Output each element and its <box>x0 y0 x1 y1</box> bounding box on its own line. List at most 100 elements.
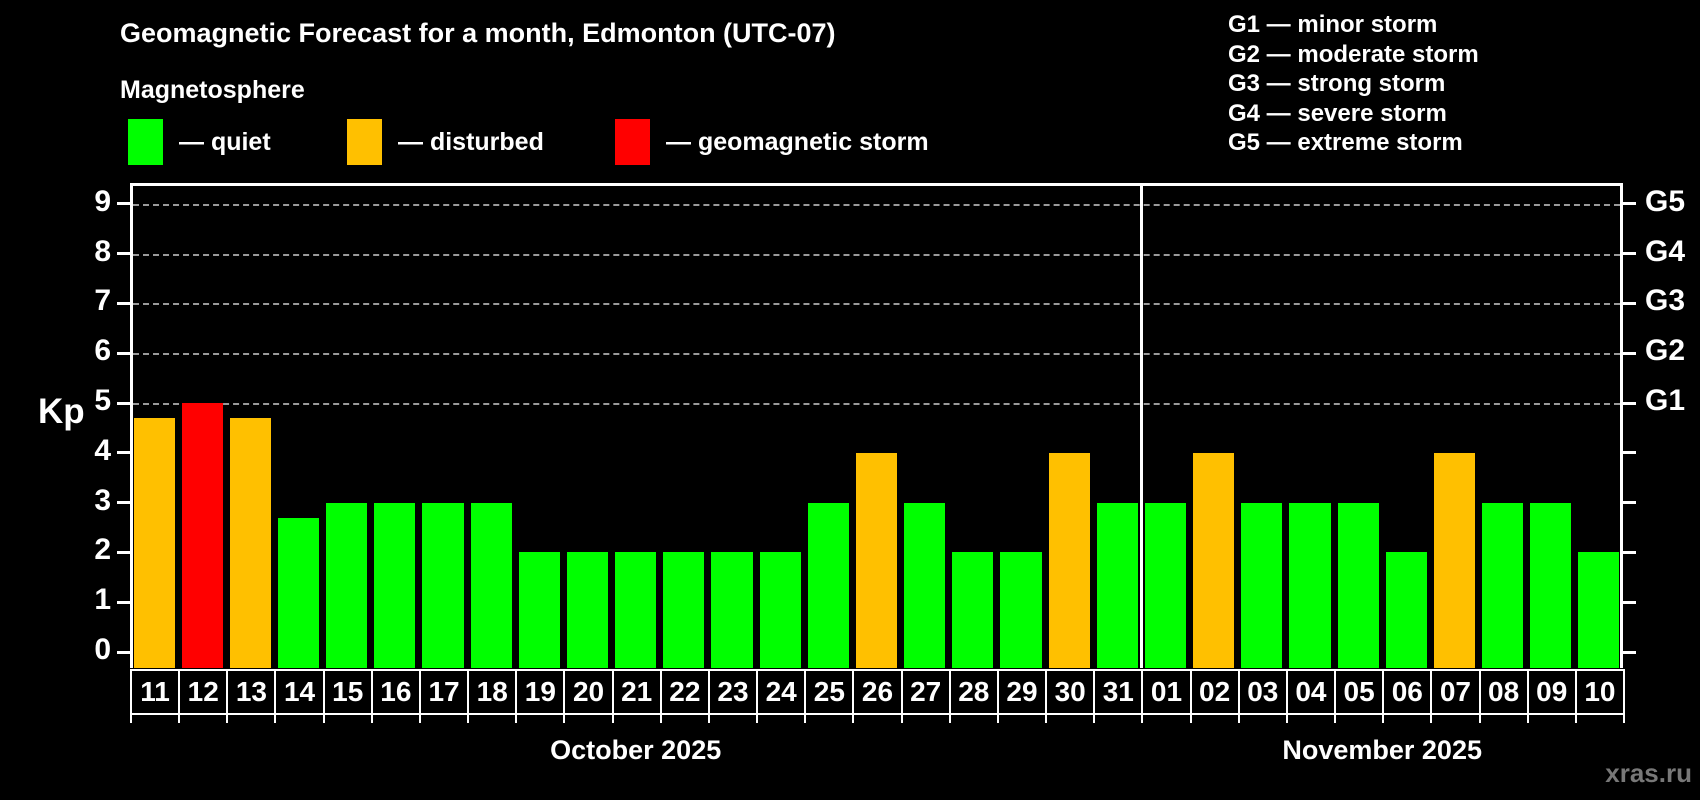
g-scale-label: G5 <box>1645 184 1686 218</box>
kp-bar <box>1000 552 1042 668</box>
day-label-box: 22 <box>659 669 710 715</box>
day-label-box: 02 <box>1189 669 1240 715</box>
kp-bar <box>904 502 946 668</box>
day-label-box: 13 <box>226 669 277 715</box>
grid-line <box>133 253 1620 256</box>
storm-swatch <box>615 119 650 165</box>
x-axis-tick <box>900 715 903 723</box>
x-axis-tick <box>322 715 325 723</box>
x-axis-tick <box>852 715 855 723</box>
right-axis-tick <box>1623 351 1636 355</box>
x-axis-tick <box>226 715 229 723</box>
x-axis-tick <box>996 715 999 723</box>
kp-bar <box>1241 502 1283 668</box>
day-label-box: 16 <box>370 669 421 715</box>
day-label-box: 27 <box>900 669 951 715</box>
grid-line <box>133 203 1620 206</box>
x-axis-tick <box>1382 715 1385 723</box>
x-axis-tick <box>1526 715 1529 723</box>
kp-bar <box>422 502 464 668</box>
x-axis-tick <box>707 715 710 723</box>
kp-bar <box>181 403 223 668</box>
kp-bar <box>615 552 657 668</box>
kp-bar <box>1193 452 1235 668</box>
legend-item-storm: — geomagnetic storm <box>615 118 929 166</box>
right-axis-tick <box>1623 401 1636 405</box>
legend-item-disturbed: — disturbed <box>347 118 544 166</box>
day-label-box: 21 <box>611 669 662 715</box>
x-axis-tick <box>515 715 518 723</box>
g-legend-line: G5 — extreme storm <box>1228 129 1463 156</box>
kp-bar <box>807 502 849 668</box>
right-axis-tick <box>1623 301 1636 305</box>
kp-bar <box>1096 502 1138 668</box>
magnetosphere-legend: — quiet — disturbed — geomagnetic storm <box>0 118 1700 168</box>
kp-bar <box>1482 502 1524 668</box>
grid-line <box>133 353 1620 356</box>
legend-label: — geomagnetic storm <box>666 127 929 156</box>
right-axis-tick <box>1623 451 1636 455</box>
legend-label: — disturbed <box>398 127 544 156</box>
kp-bar <box>518 552 560 668</box>
g-legend-line: G1 — minor storm <box>1228 11 1438 38</box>
page-title: Geomagnetic Forecast for a month, Edmont… <box>120 18 836 48</box>
day-label-box: 24 <box>756 669 807 715</box>
day-label-box: 05 <box>1334 669 1385 715</box>
g-legend-line: G4 — severe storm <box>1228 99 1447 127</box>
x-axis-tick <box>1623 715 1625 723</box>
kp-bar <box>1530 502 1572 668</box>
kp-bar <box>1048 452 1090 668</box>
kp-bar <box>711 552 753 668</box>
day-label-box: 23 <box>707 669 759 715</box>
right-axis-tick <box>1623 600 1636 604</box>
y-axis-tick <box>117 252 130 256</box>
legend-item-quiet: — quiet <box>128 118 271 166</box>
x-axis-tick <box>418 715 421 723</box>
day-label-box: 01 <box>1141 669 1192 715</box>
y-axis-tick <box>117 401 130 405</box>
y-tick-label: 3 <box>94 483 111 517</box>
day-label-box: 06 <box>1382 669 1433 715</box>
y-axis-tick <box>117 650 130 654</box>
kp-bar <box>855 452 898 668</box>
y-axis-tick <box>117 351 130 355</box>
y-axis-tick <box>117 501 130 505</box>
day-label-box: 10 <box>1574 669 1625 715</box>
y-axis-tick <box>117 301 130 305</box>
kp-bar <box>1289 502 1331 668</box>
x-axis-tick <box>1093 715 1096 723</box>
kp-bar <box>1337 502 1379 668</box>
day-label-box: 19 <box>515 669 566 715</box>
g-scale-legend: G1 — minor storm G2 — moderate storm G3 — … <box>1228 10 1479 158</box>
x-axis-tick <box>178 715 181 723</box>
month-label: October 2025 <box>550 735 722 765</box>
right-axis-tick <box>1623 202 1636 206</box>
x-axis-tick <box>1334 715 1337 723</box>
kp-bar <box>663 552 705 668</box>
y-tick-label: 9 <box>94 184 111 218</box>
x-axis-tick <box>370 715 373 723</box>
x-axis-tick <box>467 715 470 723</box>
legend-label: — quiet <box>179 127 271 156</box>
quiet-swatch <box>128 119 163 165</box>
day-label-box: 15 <box>322 669 373 715</box>
day-label-box: 17 <box>418 669 470 715</box>
kp-bar <box>133 417 175 668</box>
g-scale-label: G3 <box>1645 284 1686 318</box>
watermark: xras.ru <box>1605 758 1692 788</box>
x-axis-tick <box>659 715 662 723</box>
y-tick-label: 4 <box>94 433 111 467</box>
day-label-box: 29 <box>996 669 1048 715</box>
day-label-box: 12 <box>178 669 229 715</box>
chart-subtitle: Magnetosphere <box>120 76 305 104</box>
day-label-box: 28 <box>948 669 999 715</box>
x-axis-tick <box>1574 715 1577 723</box>
kp-bar <box>229 417 271 668</box>
x-axis-tick <box>1141 715 1144 723</box>
g-scale-label: G2 <box>1645 334 1686 368</box>
x-axis-tick <box>756 715 759 723</box>
x-axis-tick <box>1189 715 1192 723</box>
month-separator-line <box>1139 183 1143 668</box>
day-label-box: 30 <box>1045 669 1096 715</box>
day-label-box: 09 <box>1526 669 1577 715</box>
